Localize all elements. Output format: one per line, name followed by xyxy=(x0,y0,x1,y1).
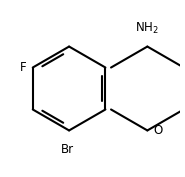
Text: F: F xyxy=(20,61,27,74)
Text: Br: Br xyxy=(60,143,74,156)
Text: O: O xyxy=(153,124,162,137)
Text: NH$_2$: NH$_2$ xyxy=(135,21,159,36)
